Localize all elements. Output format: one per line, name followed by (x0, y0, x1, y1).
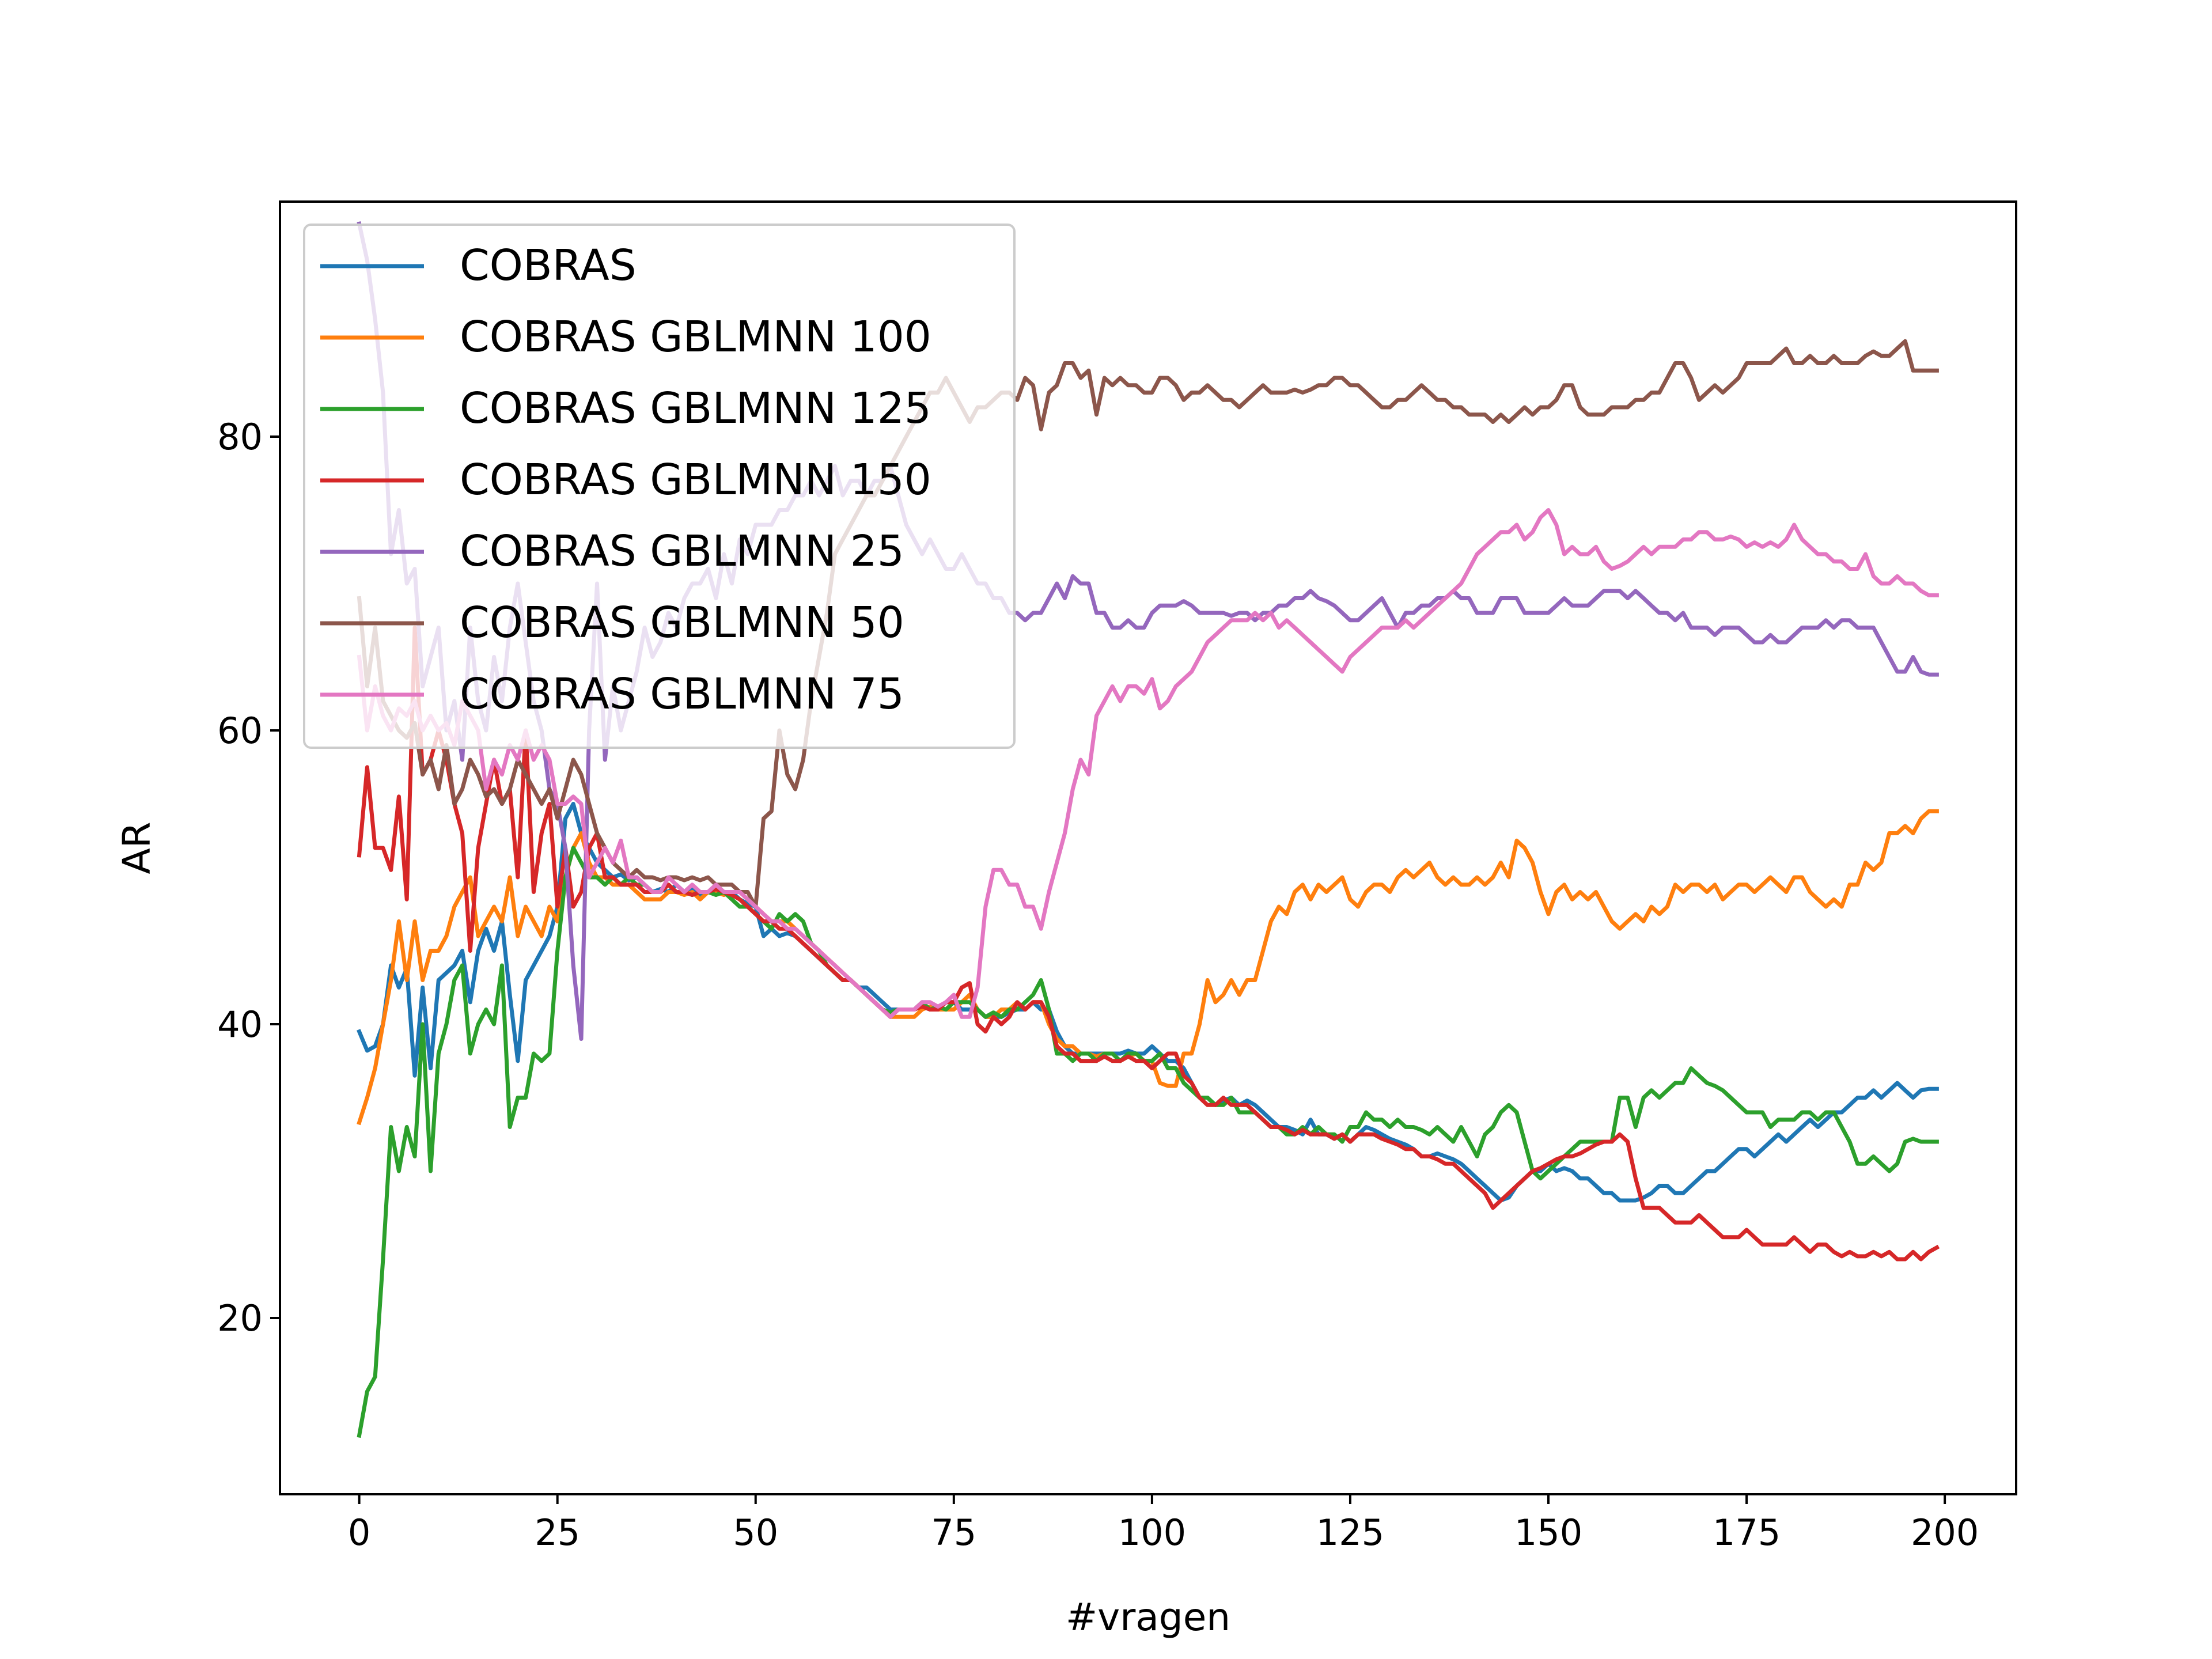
legend-label: COBRAS (460, 241, 637, 290)
legend-box (303, 224, 1016, 749)
x-tick-label: 100 (1118, 1512, 1186, 1554)
legend-label: COBRAS GBLMNN 75 (460, 669, 904, 719)
y-tick-label: 20 (217, 1297, 263, 1339)
x-tick-label: 125 (1316, 1512, 1384, 1554)
plot-frame (279, 200, 2017, 1495)
series-layer (357, 221, 1940, 1438)
legend-label: COBRAS GBLMNN 125 (460, 384, 931, 433)
x-tick-label: 0 (348, 1512, 370, 1554)
x-axis-label: #vragen (1066, 1595, 1230, 1639)
y-tick-label: 40 (217, 1003, 263, 1046)
x-tick-label: 200 (1911, 1512, 1979, 1554)
series-line-cobras-gblmnn-50 (357, 339, 1939, 909)
legend: COBRAS COBRAS GBLMNN 100 COBRAS GBLMNN 125… (303, 224, 1016, 749)
series-line-cobras-gblmnn-150 (357, 626, 1940, 1262)
x-tick-label: 175 (1713, 1512, 1781, 1554)
y-axis-ticks: 20 40 60 80 (217, 416, 280, 1339)
y-axis-label: AR (115, 821, 159, 874)
legend-label: COBRAS GBLMNN 25 (460, 527, 904, 576)
x-tick-label: 150 (1514, 1512, 1582, 1554)
legend-label: COBRAS GBLMNN 100 (460, 312, 931, 362)
legend-label: COBRAS GBLMNN 50 (460, 598, 904, 647)
y-tick-label: 60 (217, 710, 263, 752)
series-line-cobras (357, 802, 1939, 1203)
x-tick-label: 25 (535, 1512, 580, 1554)
y-tick-label: 80 (217, 416, 263, 458)
x-tick-label: 75 (931, 1512, 976, 1554)
x-tick-label: 50 (733, 1512, 778, 1554)
series-line-cobras-gblmnn-75 (357, 508, 1939, 1019)
x-axis-ticks: 0 25 50 75 100 125 150 175 200 (348, 1494, 1979, 1554)
legend-label: COBRAS GBLMNN 150 (460, 455, 931, 505)
